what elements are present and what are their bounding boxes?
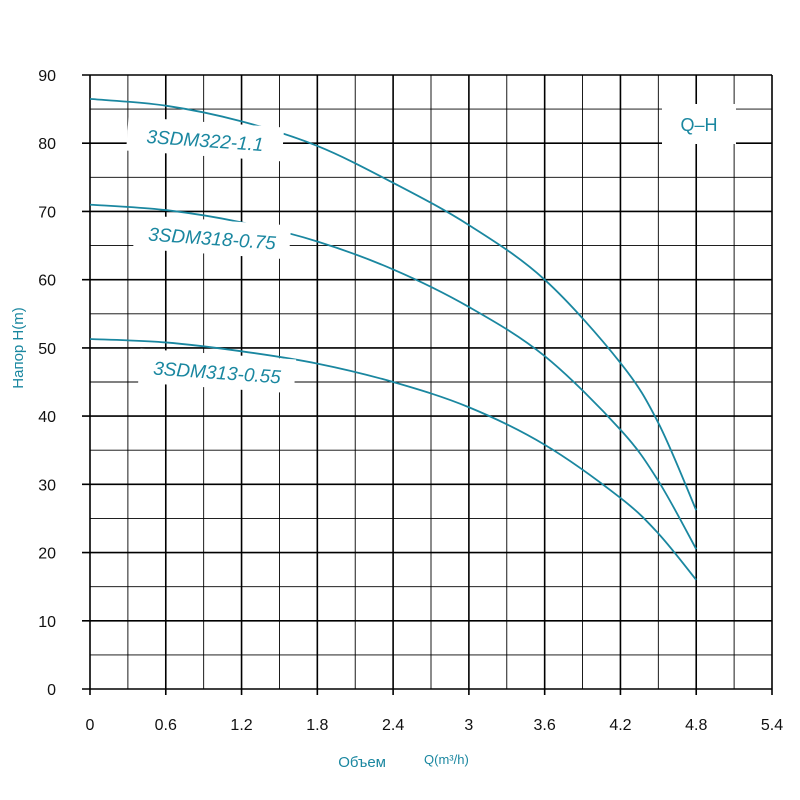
curve-labels: 3SDM322-1.1 3SDM318-0.75 3SDM313-0.55 bbox=[126, 116, 297, 394]
y-tick-label: 90 bbox=[38, 68, 56, 85]
curve-label-background bbox=[126, 116, 285, 162]
x-axis-title-text: Объем bbox=[338, 754, 386, 771]
curves bbox=[89, 97, 698, 581]
curve-label-background bbox=[133, 214, 292, 260]
x-tick-label: 4.8 bbox=[685, 717, 707, 734]
curve-3SDM322-1.1 bbox=[89, 97, 698, 511]
y-tick-label: 0 bbox=[47, 682, 56, 699]
x-axis-title: Объем Q(m³/h) bbox=[338, 752, 469, 771]
curve-label-group: 3SDM322-1.1 bbox=[126, 116, 285, 162]
grid bbox=[82, 74, 773, 695]
curve-label-group: 3SDM318-0.75 bbox=[133, 214, 292, 260]
curve-label-group: 3SDM313-0.55 bbox=[138, 348, 297, 394]
x-tick-label: 4.2 bbox=[609, 717, 631, 734]
y-tick-label: 80 bbox=[38, 136, 56, 153]
y-tick-label: 60 bbox=[38, 273, 56, 290]
x-tick-label: 5.4 bbox=[761, 717, 783, 734]
x-tick-label: 0 bbox=[86, 717, 95, 734]
x-tick-label: 1.2 bbox=[230, 717, 252, 734]
x-axis-title-unit: Q(m³/h) bbox=[424, 752, 469, 767]
curve-label-background bbox=[138, 348, 297, 394]
legend-label: Q–H bbox=[680, 115, 717, 135]
y-axis-title: Напор H(m) bbox=[10, 307, 27, 388]
curve-3SDM313-0.55 bbox=[89, 338, 697, 581]
x-tick-label: 3 bbox=[464, 717, 473, 734]
tick-labels: 0 0.6 1.2 1.8 2.4 3 3.6 4.2 4.8 5.4 0 10 20 30 40 50 60 7… bbox=[38, 68, 783, 734]
y-tick-label: 10 bbox=[38, 614, 56, 631]
legend-box: Q–H bbox=[662, 104, 736, 144]
x-tick-label: 2.4 bbox=[382, 717, 404, 734]
y-tick-label: 30 bbox=[38, 477, 56, 494]
x-tick-label: 3.6 bbox=[534, 717, 556, 734]
y-tick-label: 40 bbox=[38, 409, 56, 426]
y-tick-label: 70 bbox=[38, 204, 56, 221]
curve-3SDM318-0.75 bbox=[89, 203, 698, 550]
y-tick-label: 20 bbox=[38, 546, 56, 563]
x-tick-label: 0.6 bbox=[155, 717, 177, 734]
x-tick-label: 1.8 bbox=[306, 717, 328, 734]
y-tick-label: 50 bbox=[38, 341, 56, 358]
